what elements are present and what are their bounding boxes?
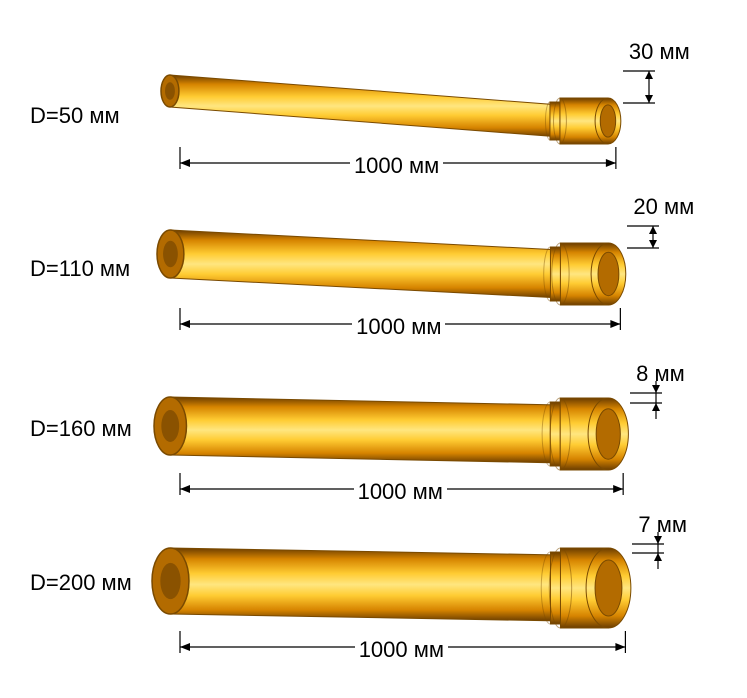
- diameter-label: D=110 мм: [30, 256, 130, 282]
- slope-dimension: [632, 532, 732, 590]
- slope-label: 20 мм: [633, 194, 694, 220]
- slope-dimension: [623, 59, 723, 131]
- length-label: 1000 мм: [352, 314, 445, 340]
- length-label: 1000 мм: [354, 479, 447, 505]
- diameter-label: D=160 мм: [30, 416, 132, 442]
- slope-dimension: [630, 381, 730, 439]
- slope-label: 7 мм: [638, 512, 687, 538]
- slope-label: 8 мм: [636, 361, 685, 387]
- diameter-label: D=50 мм: [30, 103, 120, 129]
- diameter-label: D=200 мм: [30, 570, 132, 596]
- length-label: 1000 мм: [355, 637, 448, 663]
- slope-dimension: [627, 214, 727, 276]
- slope-label: 30 мм: [629, 39, 690, 65]
- length-label: 1000 мм: [350, 153, 443, 179]
